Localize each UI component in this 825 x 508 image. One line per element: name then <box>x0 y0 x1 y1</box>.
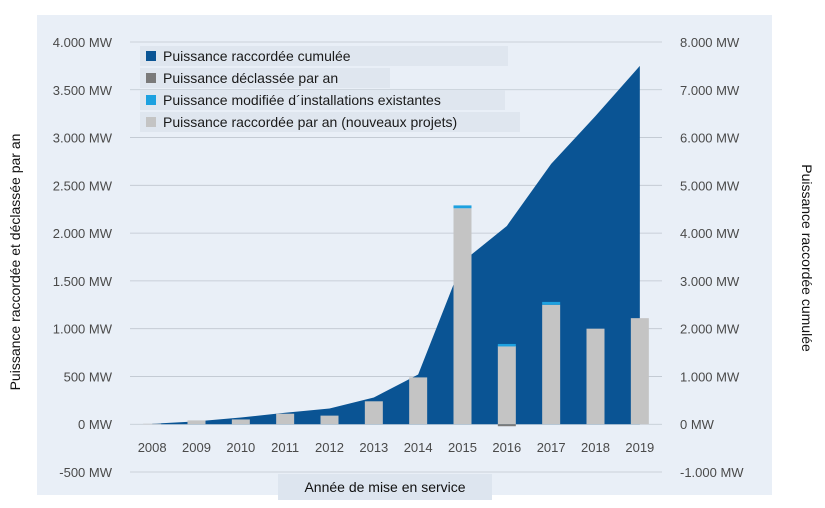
x-tick: 2017 <box>537 440 566 455</box>
y-right-tick: 3.000 MW <box>680 274 740 289</box>
bar-new-projects <box>542 304 561 425</box>
y-left-tick: 3.000 MW <box>53 131 113 146</box>
legend-swatch <box>146 117 156 127</box>
x-tick: 2018 <box>581 440 610 455</box>
bar-new-projects <box>453 208 472 425</box>
legend-row-bg <box>140 46 508 66</box>
legend-swatch <box>146 95 156 105</box>
y-right-tick: 2.000 MW <box>680 322 740 337</box>
x-axis-title-box <box>278 474 492 500</box>
y-left-tick: 2.000 MW <box>53 226 113 241</box>
bar-modified <box>453 205 472 209</box>
legend-label: Puissance déclassée par an <box>163 70 338 86</box>
legend-row-bg <box>140 68 390 88</box>
y-left-tick: 4.000 MW <box>53 35 113 50</box>
x-tick: 2012 <box>315 440 344 455</box>
y-left-tick: 500 MW <box>64 369 113 384</box>
y-right-title: Puissance raccordée cumulée <box>799 164 815 352</box>
x-tick: 2008 <box>138 440 167 455</box>
y-right-tick: 1.000 MW <box>680 369 740 384</box>
legend-label: Puissance raccordée par an (nouveaux pro… <box>163 114 457 130</box>
y-left-tick: 0 MW <box>78 417 113 432</box>
y-right-tick: 7.000 MW <box>680 83 740 98</box>
bar-new-projects <box>320 415 339 425</box>
x-tick: 2013 <box>359 440 388 455</box>
bar-new-projects <box>586 328 605 425</box>
bar-modified <box>542 301 561 305</box>
y-right-tick: 6.000 MW <box>680 131 740 146</box>
y-right-tick: 4.000 MW <box>680 226 740 241</box>
bar-new-projects <box>497 345 516 425</box>
bar-new-projects <box>143 423 162 425</box>
y-left-tick: -500 MW <box>59 465 112 480</box>
x-tick: 2011 <box>271 440 299 455</box>
y-right-tick: -1.000 MW <box>680 465 744 480</box>
y-right-tick: 8.000 MW <box>680 35 740 50</box>
y-left-tick: 3.500 MW <box>53 83 113 98</box>
x-tick: 2009 <box>182 440 211 455</box>
bar-new-projects <box>276 413 295 425</box>
y-right-tick: 5.000 MW <box>680 178 740 193</box>
x-tick: 2010 <box>226 440 255 455</box>
x-tick: 2019 <box>625 440 654 455</box>
bar-new-projects <box>409 377 428 425</box>
y-left-tick: 1.000 MW <box>53 322 113 337</box>
legend-label: Puissance raccordée cumulée <box>163 48 351 64</box>
y-left-tick: 1.500 MW <box>53 274 113 289</box>
y-left-title: Puissance raccordée et déclassée par an <box>7 134 23 391</box>
area-cumulative <box>152 65 640 425</box>
legend-swatch <box>146 51 156 61</box>
x-axis-title: Année de mise en service <box>304 479 465 495</box>
bar-new-projects <box>187 420 206 425</box>
legend-label: Puissance modifiée d´installations exist… <box>163 92 441 108</box>
y-left-tick: 2.500 MW <box>53 178 113 193</box>
legend-swatch <box>146 73 156 83</box>
x-tick: 2015 <box>448 440 477 455</box>
y-right-tick: 0 MW <box>680 417 715 432</box>
x-tick: 2014 <box>404 440 433 455</box>
legend-row-bg <box>140 90 505 110</box>
legend-row-bg <box>140 112 520 132</box>
bar-modified <box>497 343 516 347</box>
bar-new-projects <box>231 419 250 425</box>
x-tick: 2016 <box>492 440 521 455</box>
bar-new-projects <box>630 318 649 425</box>
bar-new-projects <box>364 401 383 425</box>
bar-decommissioned <box>497 424 516 427</box>
